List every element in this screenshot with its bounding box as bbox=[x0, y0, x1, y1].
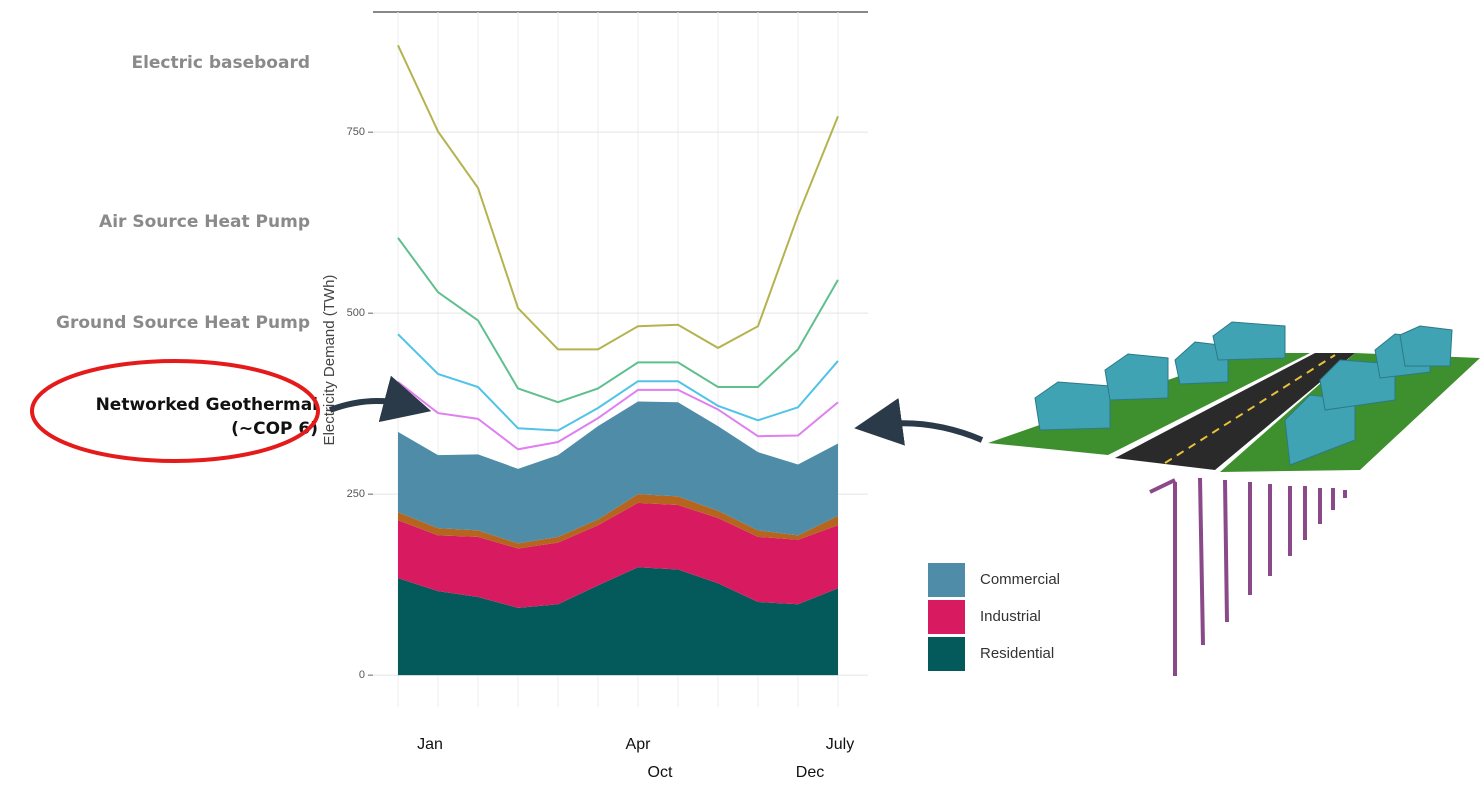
arrow bbox=[328, 375, 432, 423]
legend-swatch bbox=[928, 600, 965, 634]
series-note: (~COP 6) bbox=[231, 419, 318, 439]
x-label: Apr bbox=[626, 736, 652, 753]
legend-label: Residential bbox=[980, 645, 1054, 662]
line bbox=[397, 237, 839, 404]
series-label: Networked Geothermal bbox=[96, 395, 318, 415]
line bbox=[397, 381, 839, 451]
highlight-ellipse bbox=[30, 359, 320, 463]
line bbox=[397, 44, 839, 351]
y-tick-label: 750 bbox=[347, 126, 365, 138]
y-tick-label: 500 bbox=[347, 307, 365, 319]
legend-label: Commercial bbox=[980, 571, 1060, 588]
x-label: Dec bbox=[796, 764, 824, 781]
x-label: Jan bbox=[417, 736, 443, 753]
area bbox=[398, 567, 838, 676]
y-tick-label: 250 bbox=[347, 488, 365, 500]
series-label: Ground Source Heat Pump bbox=[56, 313, 310, 333]
legend-swatch bbox=[928, 637, 965, 671]
y-tick-label: 0 bbox=[359, 669, 365, 681]
line bbox=[397, 333, 839, 432]
series-label: Electric baseboard bbox=[131, 53, 310, 73]
legend-label: Industrial bbox=[980, 608, 1041, 625]
x-label: July bbox=[826, 736, 854, 753]
y-axis-label: Electricity Demand (TWh) bbox=[321, 275, 338, 446]
series-label: Air Source Heat Pump bbox=[99, 212, 310, 232]
area bbox=[398, 502, 838, 608]
legend-swatch bbox=[928, 563, 965, 597]
arrow bbox=[854, 398, 984, 446]
area bbox=[398, 401, 838, 544]
x-label: Oct bbox=[648, 764, 673, 781]
neighborhood-illustration bbox=[988, 321, 1480, 676]
